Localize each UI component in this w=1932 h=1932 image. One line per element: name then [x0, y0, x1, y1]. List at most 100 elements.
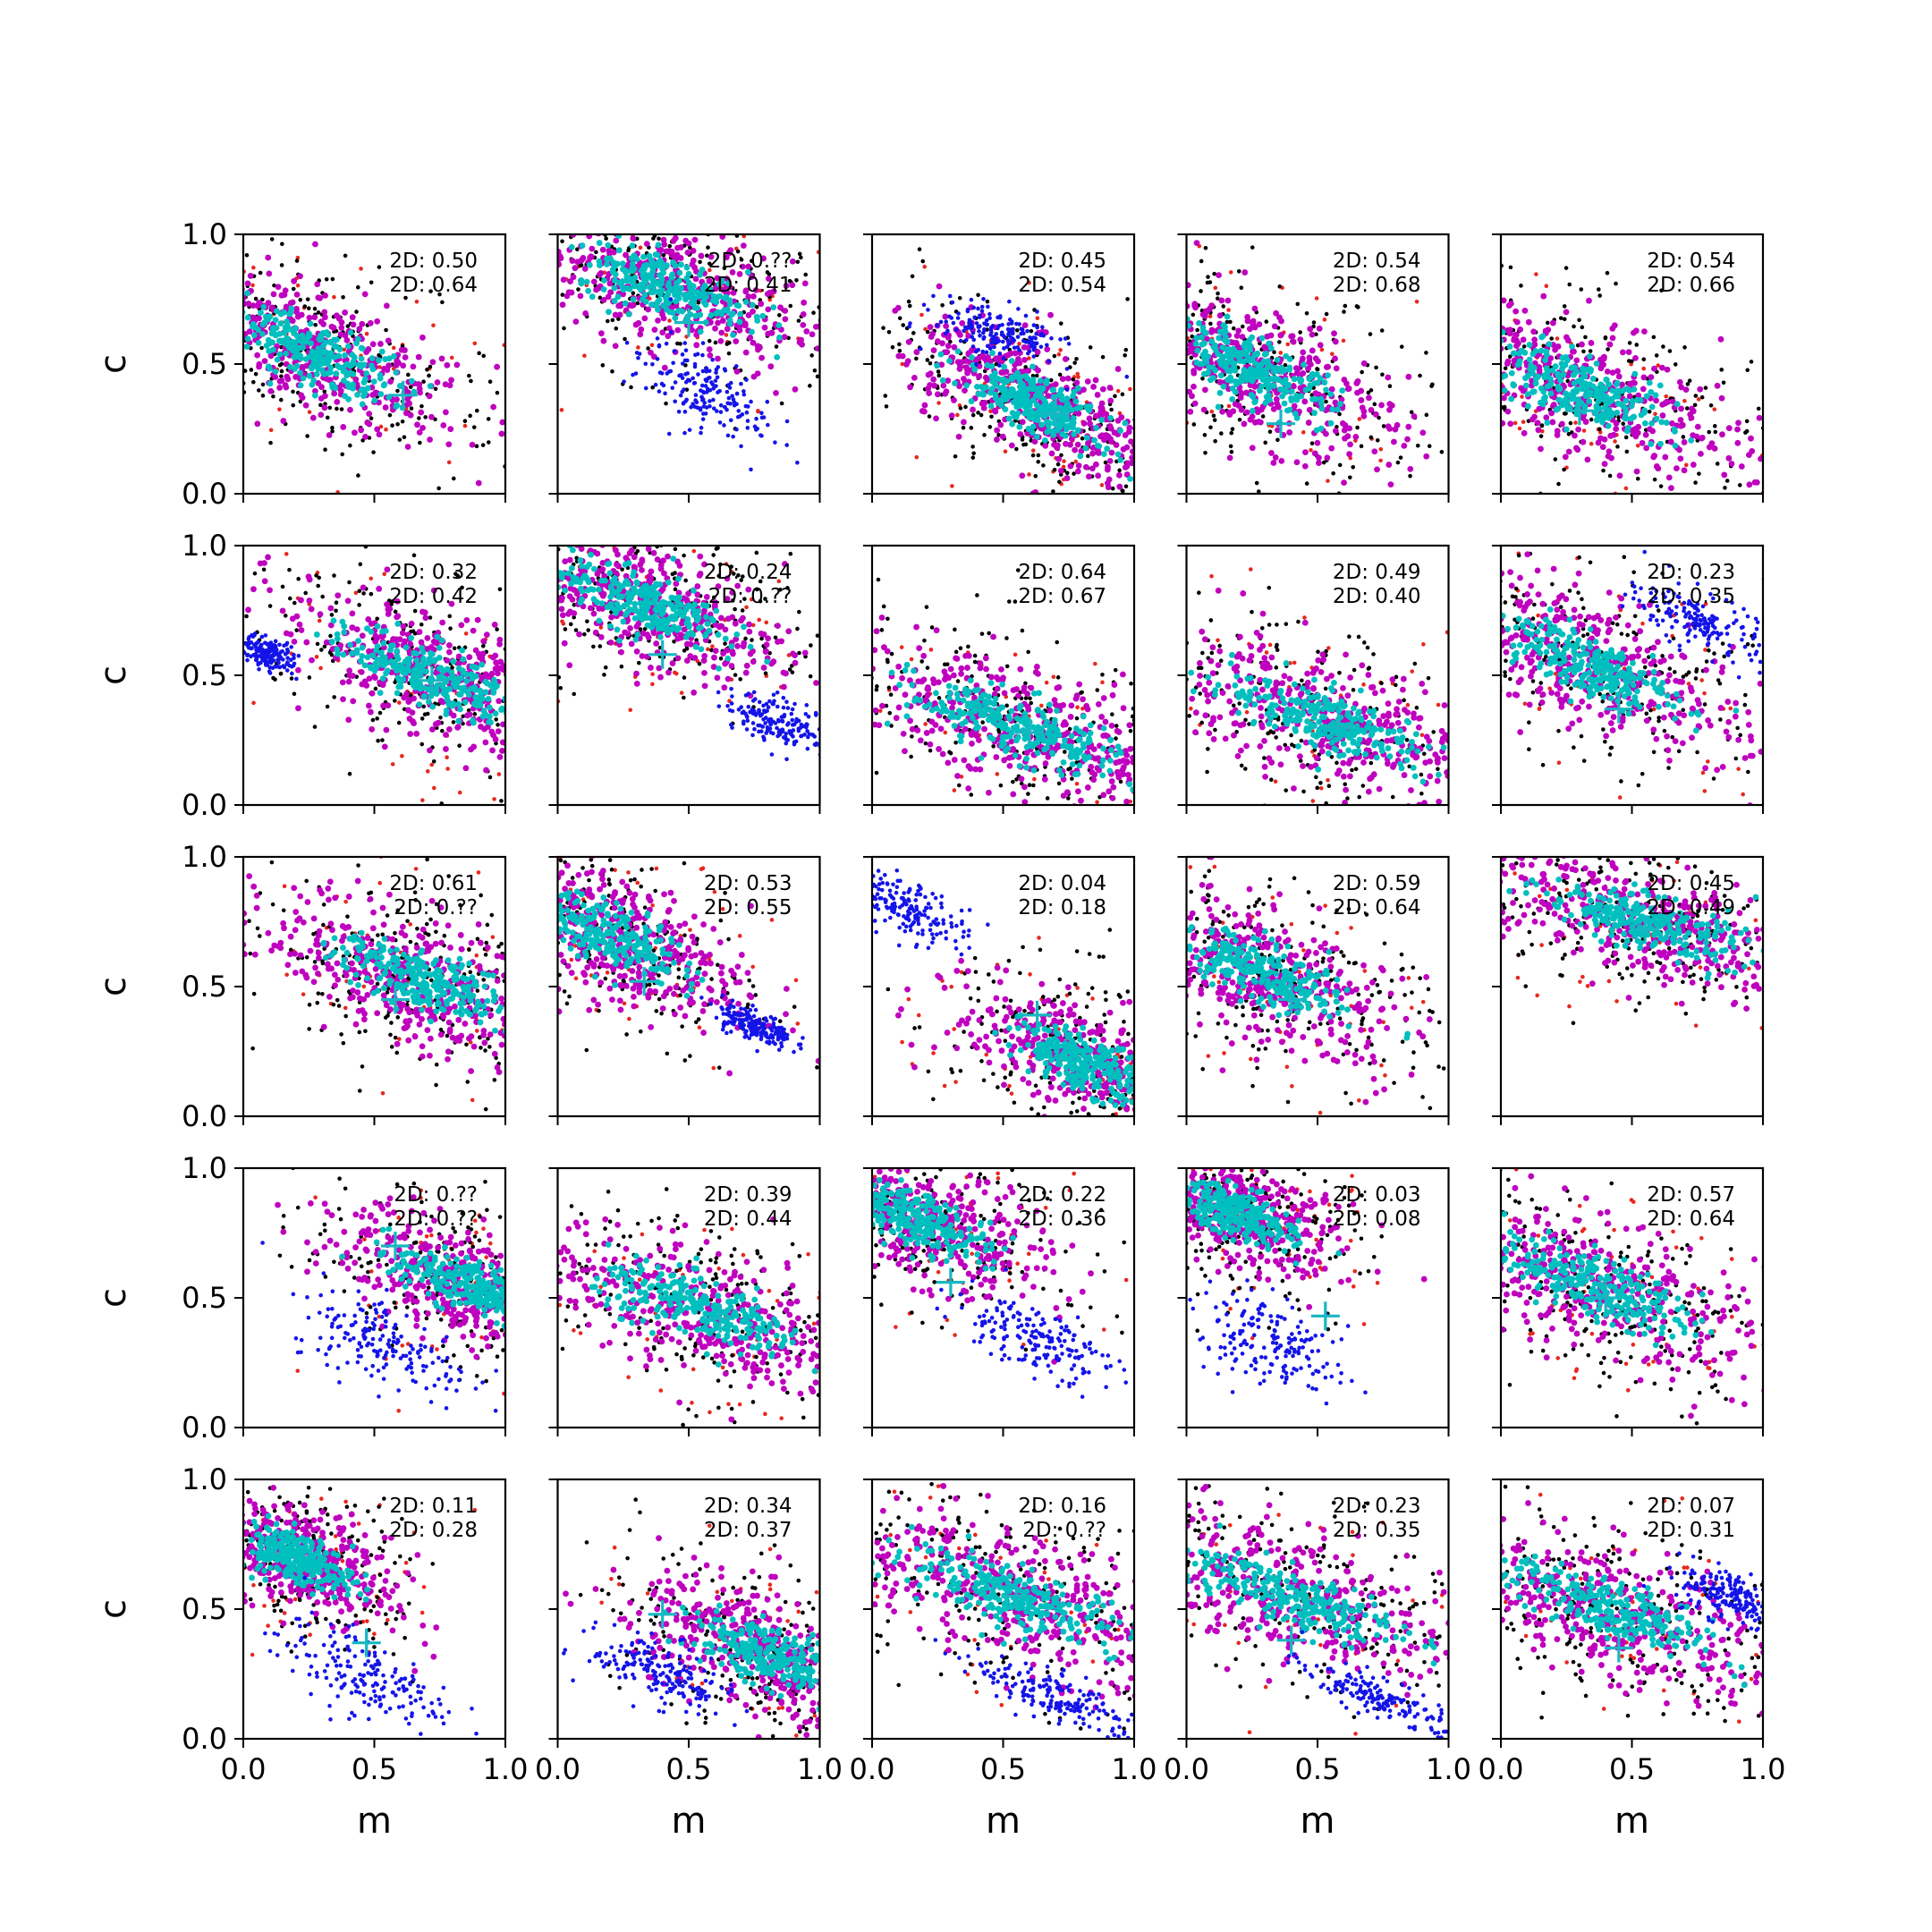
- scatter-point: [1677, 379, 1683, 386]
- scatter-point: [331, 391, 337, 397]
- scatter-point: [439, 356, 445, 362]
- scatter-point: [707, 352, 713, 359]
- scatter-point: [1080, 436, 1085, 441]
- scatter-point: [981, 297, 986, 301]
- scatter-point: [1333, 428, 1339, 434]
- scatter-point: [1190, 356, 1194, 360]
- scatter-point: [1369, 388, 1374, 393]
- scatter-point: [1017, 342, 1021, 346]
- scatter-point: [1201, 407, 1208, 413]
- scatter-point: [1268, 450, 1275, 456]
- scatter-point: [969, 354, 975, 360]
- scatter-point: [1038, 377, 1044, 384]
- scatter-point: [1597, 293, 1602, 298]
- scatter-point: [1203, 330, 1209, 336]
- scatter-point: [737, 311, 743, 318]
- scatter-point: [354, 392, 360, 398]
- scatter-point: [244, 343, 250, 350]
- scatter-point: [629, 242, 635, 249]
- scatter-point: [926, 308, 930, 312]
- annotation-line-1: 2D: 0.45: [1018, 250, 1106, 273]
- scatter-point: [797, 318, 801, 323]
- scatter-point: [679, 394, 683, 398]
- scatter-point: [1401, 443, 1407, 449]
- scatter-point: [654, 383, 658, 387]
- y-tick-label: 1.0: [182, 217, 227, 251]
- scatter-point: [1206, 281, 1210, 285]
- scatter-point: [936, 369, 941, 374]
- scatter-point: [657, 292, 664, 298]
- scatter-point: [1342, 436, 1348, 442]
- scatter-point: [723, 367, 727, 371]
- scatter-point: [1208, 314, 1213, 318]
- scatter-point: [692, 381, 697, 386]
- scatter-point: [977, 325, 981, 329]
- scatter-point: [1643, 432, 1649, 438]
- scatter-point: [754, 428, 758, 432]
- scatter-point: [646, 346, 650, 351]
- scatter-point: [620, 260, 626, 267]
- scatter-point: [1123, 463, 1130, 470]
- scatter-point: [1682, 345, 1687, 350]
- scatter-point: [613, 343, 619, 349]
- scatter-point: [907, 300, 911, 304]
- scatter-point: [343, 254, 348, 258]
- scatter-point: [701, 390, 706, 394]
- scatter-point: [765, 400, 769, 404]
- scatter-point: [1608, 474, 1613, 479]
- scatter-point: [1089, 451, 1096, 457]
- scatter-point: [1704, 386, 1708, 390]
- scatter-point: [714, 341, 718, 345]
- scatter-point: [265, 255, 271, 261]
- scatter-point: [922, 402, 928, 409]
- scatter-point: [467, 374, 471, 378]
- scatter-point: [1056, 425, 1063, 431]
- scatter-point: [427, 393, 433, 399]
- scatter-point: [1065, 387, 1070, 392]
- scatter-point: [776, 335, 783, 341]
- scatter-point: [1004, 449, 1008, 453]
- scatter-point: [1089, 345, 1093, 350]
- scatter-point: [1192, 422, 1197, 427]
- scatter-point: [931, 383, 937, 389]
- scatter-point: [660, 382, 665, 386]
- scatter-point: [940, 377, 946, 384]
- scatter-point: [487, 440, 491, 445]
- scatter-point: [1224, 298, 1231, 304]
- scatter-point: [250, 324, 256, 330]
- scatter-point: [691, 377, 695, 381]
- scatter-point: [987, 312, 992, 317]
- scatter-point: [1082, 445, 1089, 452]
- scatter-point: [700, 353, 705, 358]
- scatter-point: [468, 414, 472, 419]
- scatter-point: [996, 339, 1001, 343]
- scatter-point: [280, 242, 284, 246]
- scatter-point: [719, 410, 724, 414]
- scatter-point: [908, 304, 912, 309]
- scatter-point: [974, 362, 979, 367]
- scatter-point: [585, 288, 591, 294]
- scatter-point: [1601, 469, 1606, 473]
- scatter-point: [398, 437, 402, 442]
- scatter-point: [1117, 428, 1123, 434]
- scatter-point: [1221, 304, 1225, 309]
- scatter-point: [971, 367, 978, 373]
- scatter-point: [621, 286, 627, 292]
- scatter-point: [1291, 339, 1297, 345]
- scatter-point: [808, 384, 812, 388]
- scatter-point: [641, 316, 648, 322]
- scatter-point: [693, 342, 699, 348]
- scatter-point: [1115, 366, 1122, 372]
- scatter-point: [1022, 404, 1029, 411]
- scatter-point: [1301, 430, 1306, 435]
- scatter-point: [1288, 395, 1294, 402]
- scatter-point: [974, 350, 979, 354]
- scatter-point: [669, 297, 674, 301]
- scatter-point: [673, 299, 679, 305]
- scatter-point: [980, 392, 987, 398]
- scatter-point: [743, 299, 750, 305]
- scatter-point: [1006, 394, 1013, 400]
- scatter-point: [1613, 426, 1619, 432]
- scatter-point: [1564, 266, 1569, 270]
- scatter-point: [371, 450, 376, 454]
